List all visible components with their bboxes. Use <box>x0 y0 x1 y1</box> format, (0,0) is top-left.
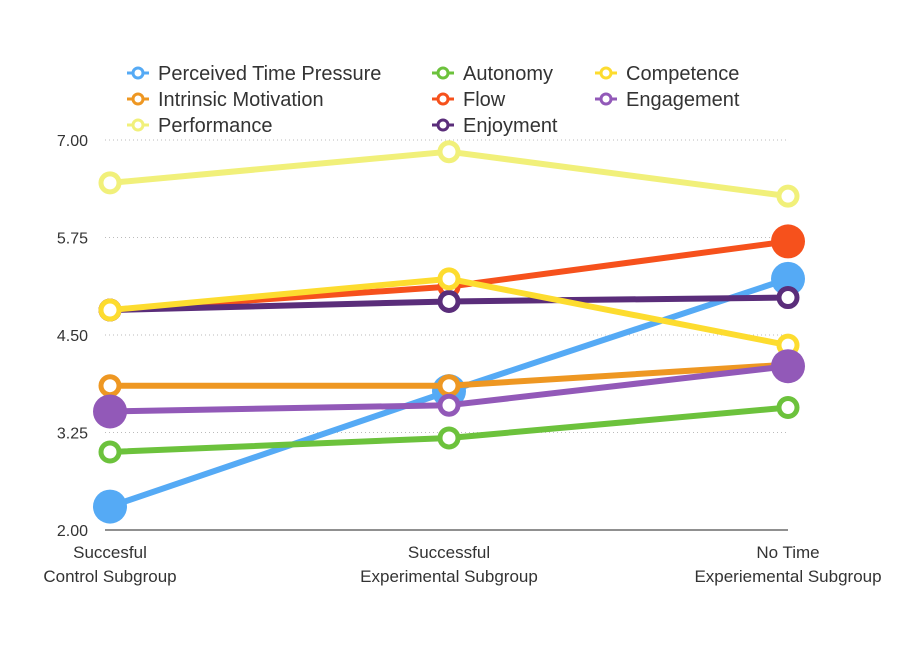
data-point <box>98 171 122 195</box>
series-engagement <box>93 349 805 429</box>
y-tick-label: 5.75 <box>57 231 88 248</box>
x-category-label: Experiemental Subgroup <box>694 567 881 586</box>
data-point <box>776 286 800 310</box>
data-point <box>437 393 461 417</box>
data-point <box>771 224 805 259</box>
legend-swatch-marker <box>436 118 450 132</box>
legend-swatch-marker <box>599 92 613 106</box>
data-point <box>437 267 461 291</box>
data-point <box>98 298 122 322</box>
data-point <box>437 140 461 164</box>
series-group <box>93 140 805 524</box>
data-point <box>771 349 805 384</box>
series-performance <box>98 140 800 208</box>
axes: 2.00 3.25 4.50 5.75 7.00 Succesful Control Sub… <box>43 133 881 586</box>
data-point <box>93 489 127 524</box>
x-category-label: Experimental Subgroup <box>360 567 538 586</box>
data-point <box>98 440 122 464</box>
legend-swatch-marker <box>436 92 450 106</box>
legend-item: Autonomy <box>432 63 553 85</box>
data-point <box>93 394 127 429</box>
legend-label: Performance <box>158 115 273 137</box>
series-autonomy <box>98 396 800 464</box>
legend-label: Flow <box>463 89 506 111</box>
legend-label: Intrinsic Motivation <box>158 89 324 111</box>
legend-swatch-marker <box>131 92 145 106</box>
y-tick-label: 2.00 <box>57 523 88 540</box>
legend-label: Competence <box>626 63 739 85</box>
legend-swatch-marker <box>131 118 145 132</box>
x-category-label: Succesful <box>73 543 147 562</box>
data-point <box>437 426 461 450</box>
data-point <box>776 396 800 420</box>
x-category-label: No Time <box>756 543 819 562</box>
series-competence <box>98 267 800 357</box>
legend-item: Flow <box>432 89 506 111</box>
x-category-label: Successful <box>408 543 490 562</box>
legend-label: Engagement <box>626 89 740 111</box>
legend: Perceived Time Pressure Intrinsic Motivat… <box>127 63 740 137</box>
legend-item: Perceived Time Pressure <box>127 63 381 85</box>
legend-item: Enjoyment <box>432 115 558 137</box>
legend-item: Performance <box>127 115 273 137</box>
legend-swatch-marker <box>131 66 145 80</box>
y-tick-label: 4.50 <box>57 328 88 345</box>
data-point <box>437 374 461 398</box>
legend-swatch-marker <box>436 66 450 80</box>
data-point <box>776 184 800 208</box>
legend-item: Intrinsic Motivation <box>127 89 324 111</box>
legend-item: Competence <box>595 63 739 85</box>
legend-item: Engagement <box>595 89 740 111</box>
legend-label: Perceived Time Pressure <box>158 63 381 85</box>
data-point <box>437 289 461 313</box>
data-point <box>98 374 122 398</box>
legend-label: Autonomy <box>463 63 553 85</box>
y-tick-label: 3.25 <box>57 426 88 443</box>
y-tick-label: 7.00 <box>57 133 88 150</box>
data-point <box>771 261 805 296</box>
legend-label: Enjoyment <box>463 115 558 137</box>
x-category-label: Control Subgroup <box>43 567 176 586</box>
legend-swatch-marker <box>599 66 613 80</box>
